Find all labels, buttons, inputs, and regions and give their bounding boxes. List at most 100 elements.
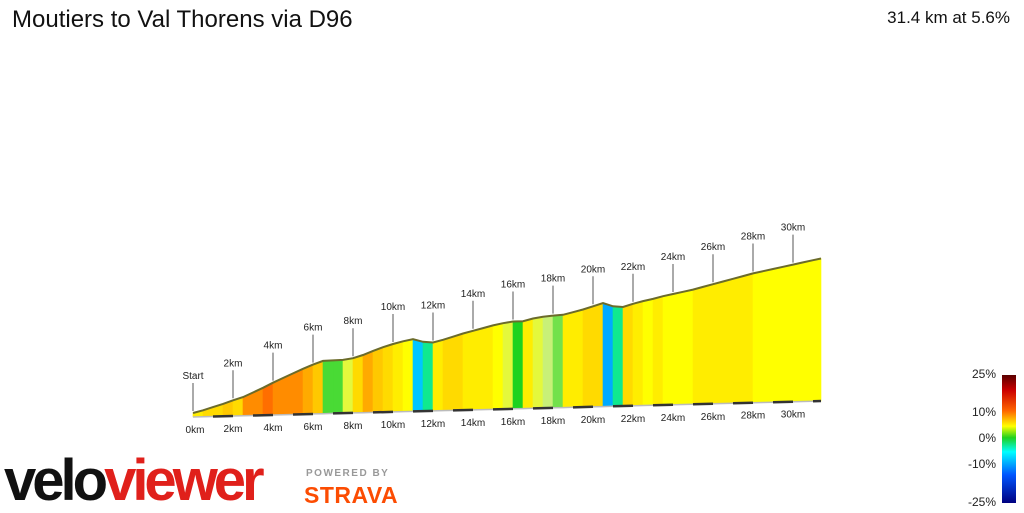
gradient-segment-54 xyxy=(723,279,733,404)
legend-label: -25% xyxy=(956,495,996,509)
x-tick-label: 16km xyxy=(501,417,525,428)
gradient-segment-16 xyxy=(343,358,353,413)
marker-label: 4km xyxy=(264,341,283,352)
x-tick-label: 24km xyxy=(661,413,685,424)
legend-label: 0% xyxy=(956,431,996,445)
base-km-segment xyxy=(773,402,793,403)
gradient-segment-13 xyxy=(313,361,323,414)
marker-label: 14km xyxy=(461,289,485,300)
gradient-segment-46 xyxy=(643,299,653,406)
gradient-segment-61 xyxy=(793,262,803,401)
gradient-segment-50 xyxy=(683,290,693,405)
gradient-segment-10 xyxy=(283,373,293,414)
gradient-segment-59 xyxy=(773,267,783,402)
veloviewer-logo: veloviewer xyxy=(4,452,261,510)
gradient-segment-22 xyxy=(403,339,413,412)
gradient-segment-25 xyxy=(433,340,443,411)
gradient-segment-53 xyxy=(713,282,723,404)
gradient-segment-35 xyxy=(533,317,543,409)
gradient-segment-24 xyxy=(423,342,433,411)
x-tick-label: 10km xyxy=(381,420,405,431)
gradient-segment-44 xyxy=(623,304,633,406)
marker-label: 24km xyxy=(661,252,685,263)
x-tick-label: 8km xyxy=(344,421,363,432)
marker-label: Start xyxy=(182,371,203,382)
base-km-segment xyxy=(533,408,553,409)
x-tick-label: 30km xyxy=(781,410,805,421)
gradient-segment-58 xyxy=(763,269,773,402)
gradient-segment-18 xyxy=(363,351,373,413)
gradient-segment-37 xyxy=(553,315,563,408)
base-km-segment xyxy=(293,414,313,415)
marker-label: 28km xyxy=(741,231,765,242)
gradient-segment-11 xyxy=(293,369,303,415)
gradient-segment-42 xyxy=(603,303,613,406)
gradient-segment-21 xyxy=(393,341,403,412)
x-tick-label: 28km xyxy=(741,411,765,422)
x-tick-label: 18km xyxy=(541,416,565,427)
gradient-segment-55 xyxy=(733,276,743,403)
base-km-segment xyxy=(413,411,433,412)
gradient-segment-36 xyxy=(543,316,553,408)
marker-label: 22km xyxy=(621,262,645,273)
marker-label: 26km xyxy=(701,242,725,253)
legend-label: 25% xyxy=(956,367,996,381)
x-tick-label: 2km xyxy=(224,424,243,435)
gradient-segment-49 xyxy=(673,292,683,405)
gradient-segment-41 xyxy=(593,303,603,407)
gradient-segment-48 xyxy=(663,294,673,405)
base-km-segment xyxy=(733,403,753,404)
gradient-segment-57 xyxy=(753,271,763,402)
gradient-segment-23 xyxy=(413,339,423,411)
gradient-segment-19 xyxy=(373,347,383,412)
marker-label: 20km xyxy=(581,264,605,275)
gradient-segment-14 xyxy=(323,360,333,413)
x-tick-label: 20km xyxy=(581,415,605,426)
marker-label: 8km xyxy=(344,316,363,327)
gradient-segment-17 xyxy=(353,355,363,413)
marker-label: 30km xyxy=(781,223,805,234)
base-km-segment xyxy=(333,413,353,414)
marker-label: 10km xyxy=(381,302,405,313)
gradient-segment-32 xyxy=(503,321,513,409)
gradient-segment-27 xyxy=(453,333,463,410)
marker-label: 18km xyxy=(541,274,565,285)
gradient-segment-63 xyxy=(813,258,821,401)
gradient-segment-51 xyxy=(693,287,703,404)
gradient-segment-31 xyxy=(493,323,503,409)
x-tick-label: 6km xyxy=(304,422,323,433)
gradient-segment-34 xyxy=(523,319,533,409)
marker-label: 2km xyxy=(224,358,243,369)
gradient-segment-20 xyxy=(383,344,393,412)
base-km-segment xyxy=(373,412,393,413)
powered-by-label: POWERED BY xyxy=(306,468,389,479)
gradient-segment-39 xyxy=(573,309,583,407)
base-km-segment xyxy=(613,406,633,407)
x-tick-label: 12km xyxy=(421,419,445,430)
gradient-segment-60 xyxy=(783,265,793,402)
gradient-segment-38 xyxy=(563,312,573,407)
gradient-segment-15 xyxy=(333,360,343,413)
base-km-segment xyxy=(493,409,513,410)
gradient-segment-33 xyxy=(513,321,523,409)
x-tick-label: 4km xyxy=(264,423,283,434)
base-km-segment xyxy=(653,405,673,406)
gradient-segment-52 xyxy=(703,284,713,404)
marker-label: 12km xyxy=(421,301,445,312)
gradient-segment-30 xyxy=(483,325,493,409)
legend-label: -10% xyxy=(956,457,996,471)
x-tick-label: 14km xyxy=(461,418,485,429)
gradient-segment-56 xyxy=(743,273,753,403)
gradient-segment-28 xyxy=(463,331,473,410)
x-tick-label: 26km xyxy=(701,412,725,423)
base-km-segment xyxy=(253,415,273,416)
gradient-segment-47 xyxy=(653,296,663,405)
gradient-segment-45 xyxy=(633,301,643,406)
gradient-segment-29 xyxy=(473,328,483,410)
marker-label: 6km xyxy=(304,323,323,334)
base-km-segment xyxy=(453,410,473,411)
marker-label: 16km xyxy=(501,279,525,290)
base-km-segment xyxy=(693,404,713,405)
gradient-segment-43 xyxy=(613,306,623,406)
